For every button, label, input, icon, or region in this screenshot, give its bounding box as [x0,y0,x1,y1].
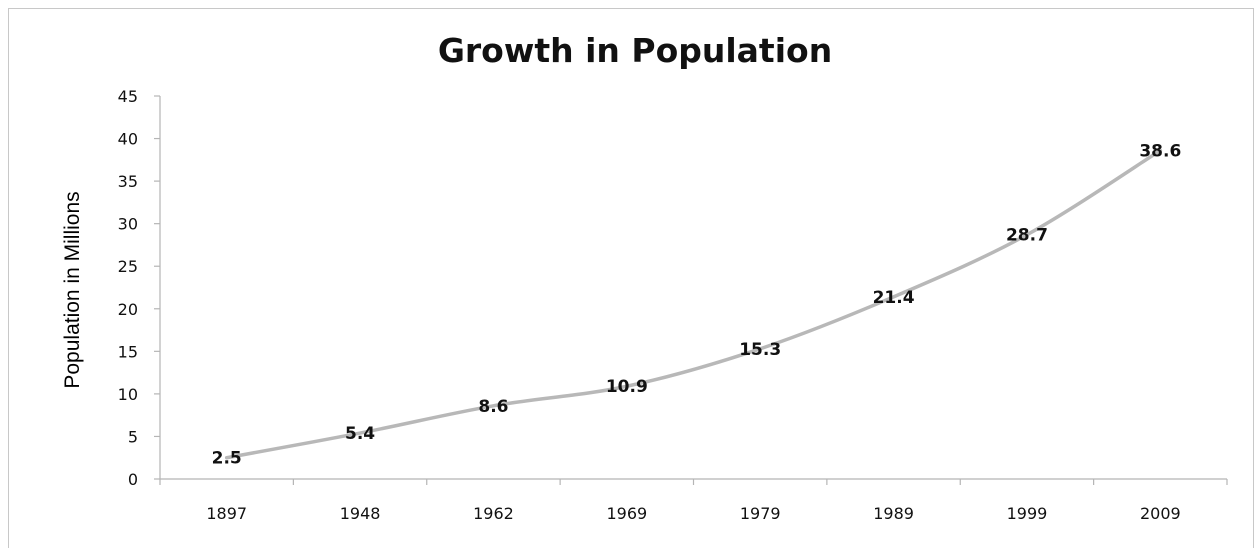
y-tick-label: 25 [118,257,138,276]
x-tick-label: 1969 [606,504,647,523]
data-label: 2.5 [212,449,242,469]
data-label: 5.4 [345,424,375,444]
data-labels: 2.5 5.4 8.6 10.9 15.3 21.4 28.7 38.6 [212,141,1182,468]
data-label: 15.3 [739,340,781,360]
y-tick-label: 5 [128,427,138,446]
data-label: 10.9 [606,377,648,397]
data-label: 38.6 [1139,141,1181,161]
series-line [227,150,1161,457]
y-tick-label: 30 [118,215,138,234]
data-label: 21.4 [873,288,915,308]
y-tick-label: 35 [118,172,138,191]
data-label: 8.6 [478,397,508,417]
y-tick-label: 10 [118,385,138,404]
population-line-chart: Growth in Population Population in Milli… [0,0,1259,537]
axes: 0 5 10 15 20 25 30 35 40 45 1897 1948 1962 1969 1979 19… [118,87,1227,523]
x-tick-label: 1948 [340,504,381,523]
y-tick-label: 15 [118,342,138,361]
y-tick-label: 40 [118,130,138,149]
x-tick-label: 1979 [740,504,781,523]
y-tick-label: 0 [128,470,138,489]
data-label: 28.7 [1006,226,1048,246]
y-tick-label: 20 [118,300,138,319]
series [227,150,1161,457]
y-axis-label: Population in Millions [61,191,84,388]
x-tick-label: 1962 [473,504,514,523]
x-tick-label: 1999 [1007,504,1048,523]
y-tick-label: 45 [118,87,138,106]
x-tick-label: 1989 [873,504,914,523]
chart-title: Growth in Population [438,31,832,70]
x-tick-label: 2009 [1140,504,1181,523]
x-tick-label: 1897 [206,504,247,523]
